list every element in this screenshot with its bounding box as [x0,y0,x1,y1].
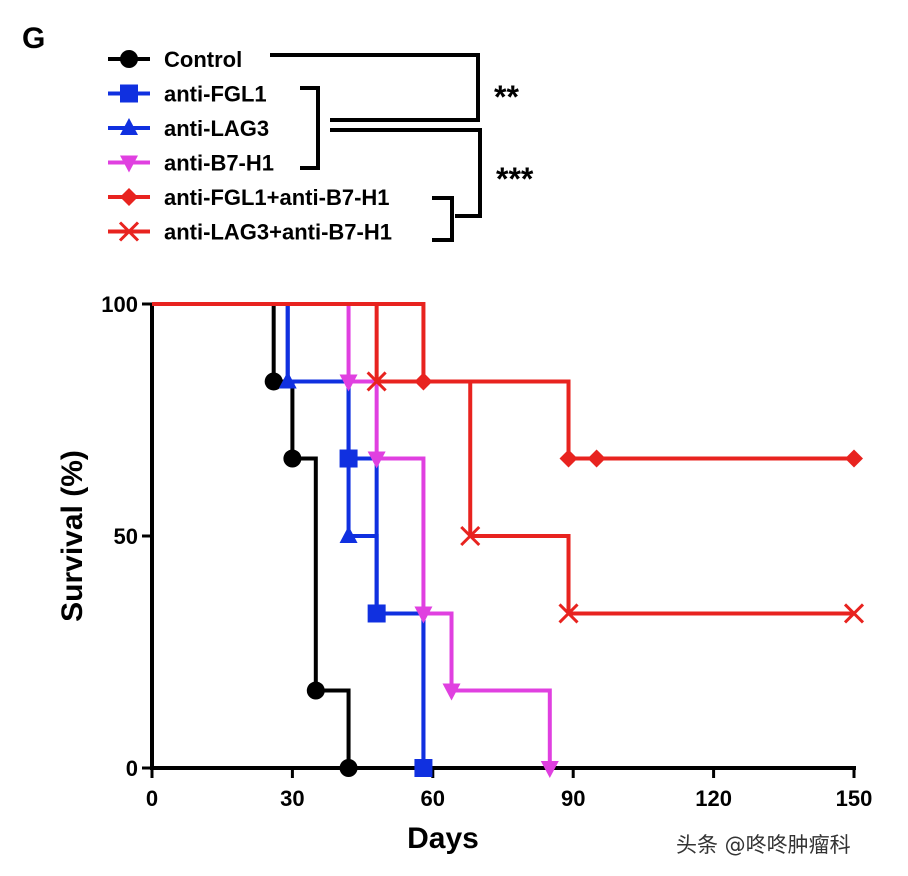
series-anti-lag3-plus-anti-b7-h1 [152,302,865,624]
censor-mark-anti-b7-h1 [367,451,386,469]
censor-mark-anti-lag3-plus-anti-b7-h1 [843,603,865,624]
legend-item-anti-b7-h1: anti-B7-H1 [108,151,274,176]
panel-label: G [22,22,45,55]
legend: Control anti-FGL1 anti-LAG3 anti-B7-H1 anti-… [108,47,392,245]
legend-item-anti-fgl1-plus-anti-b7-h1: anti-FGL1+anti-B7-H1 [108,185,390,210]
censor-mark-anti-lag3-plus-anti-b7-h1 [366,371,387,392]
censor-mark-control [283,449,302,468]
x-tick-label: 60 [421,786,445,811]
x-tick-label: 90 [561,786,585,811]
y-tick-label: 0 [126,756,138,781]
series-anti-fgl1-plus-anti-b7-h1 [152,302,863,468]
y-tick-label: 100 [101,292,138,317]
legend-marker-x [118,221,140,242]
series-control [152,302,358,777]
legend-marker-square [120,84,138,103]
legend-label: Control [164,47,242,72]
survival-line-anti-b7-h1 [152,302,552,768]
legend-marker-circle [120,50,138,68]
legend-item-control: Control [108,47,242,72]
plot-area: 0 30 60 90 120 150 0 50 100 Days Survival (%) [56,292,872,855]
legend-label: anti-B7-H1 [164,151,274,176]
survival-line-anti-fgl1-plus-anti-b7-h1 [152,302,854,461]
monotherapy-combo-bracket [330,128,482,218]
legend-marker-triangle-down [120,155,138,173]
censor-mark-anti-b7-h1 [540,761,559,778]
monotherapy-bracket [300,86,320,170]
censor-mark-anti-fgl1-plus-anti-b7-h1 [559,449,578,468]
x-tick-label: 0 [146,786,158,811]
series-anti-fgl1 [152,302,433,777]
censor-mark-anti-lag3 [278,371,297,389]
censor-mark-control [306,681,325,700]
x-tick-label: 120 [695,786,732,811]
censor-mark-control [264,372,283,391]
y-axis-title: Survival (%) [56,450,89,622]
legend-marker-triangle-up [120,118,138,135]
legend-item-anti-lag3: anti-LAG3 [108,116,269,141]
x-axis-title: Days [407,822,479,855]
censor-mark-control [339,759,358,777]
significance-double-star: ** [494,79,519,115]
censor-mark-anti-b7-h1 [442,683,461,701]
censor-mark-anti-b7-h1 [339,374,358,392]
watermark: 头条 @咚咚肿瘤科 [676,833,851,857]
censor-mark-anti-lag3 [339,526,358,543]
legend-marker-diamond [120,188,138,206]
control-bracket [270,53,480,122]
legend-item-anti-lag3-plus-anti-b7-h1: anti-LAG3+anti-B7-H1 [108,220,392,245]
significance-triple-star: *** [496,161,534,197]
censor-mark-anti-fgl1-plus-anti-b7-h1 [587,449,606,468]
significance-brackets [270,53,482,242]
x-tick-label: 150 [836,786,873,811]
censor-mark-anti-b7-h1 [414,606,433,624]
legend-item-anti-fgl1: anti-FGL1 [108,82,267,107]
legend-label: anti-LAG3 [164,116,269,141]
legend-label: anti-LAG3+anti-B7-H1 [164,220,392,245]
legend-label: anti-FGL1 [164,82,267,107]
legend-label: anti-FGL1+anti-B7-H1 [164,185,390,210]
censor-mark-anti-fgl1-plus-anti-b7-h1 [845,449,863,468]
censor-mark-anti-lag3-plus-anti-b7-h1 [558,603,579,624]
series-anti-lag3 [152,302,426,768]
censor-mark-anti-lag3-plus-anti-b7-h1 [460,525,481,547]
combination-bracket [432,196,454,242]
y-tick-label: 50 [114,524,138,549]
axes: 0 30 60 90 120 150 0 50 100 Days Survival (%) [56,292,872,855]
series-anti-b7-h1 [152,302,559,778]
survival-line-anti-lag3-plus-anti-b7-h1 [152,302,854,616]
x-tick-label: 30 [280,786,304,811]
